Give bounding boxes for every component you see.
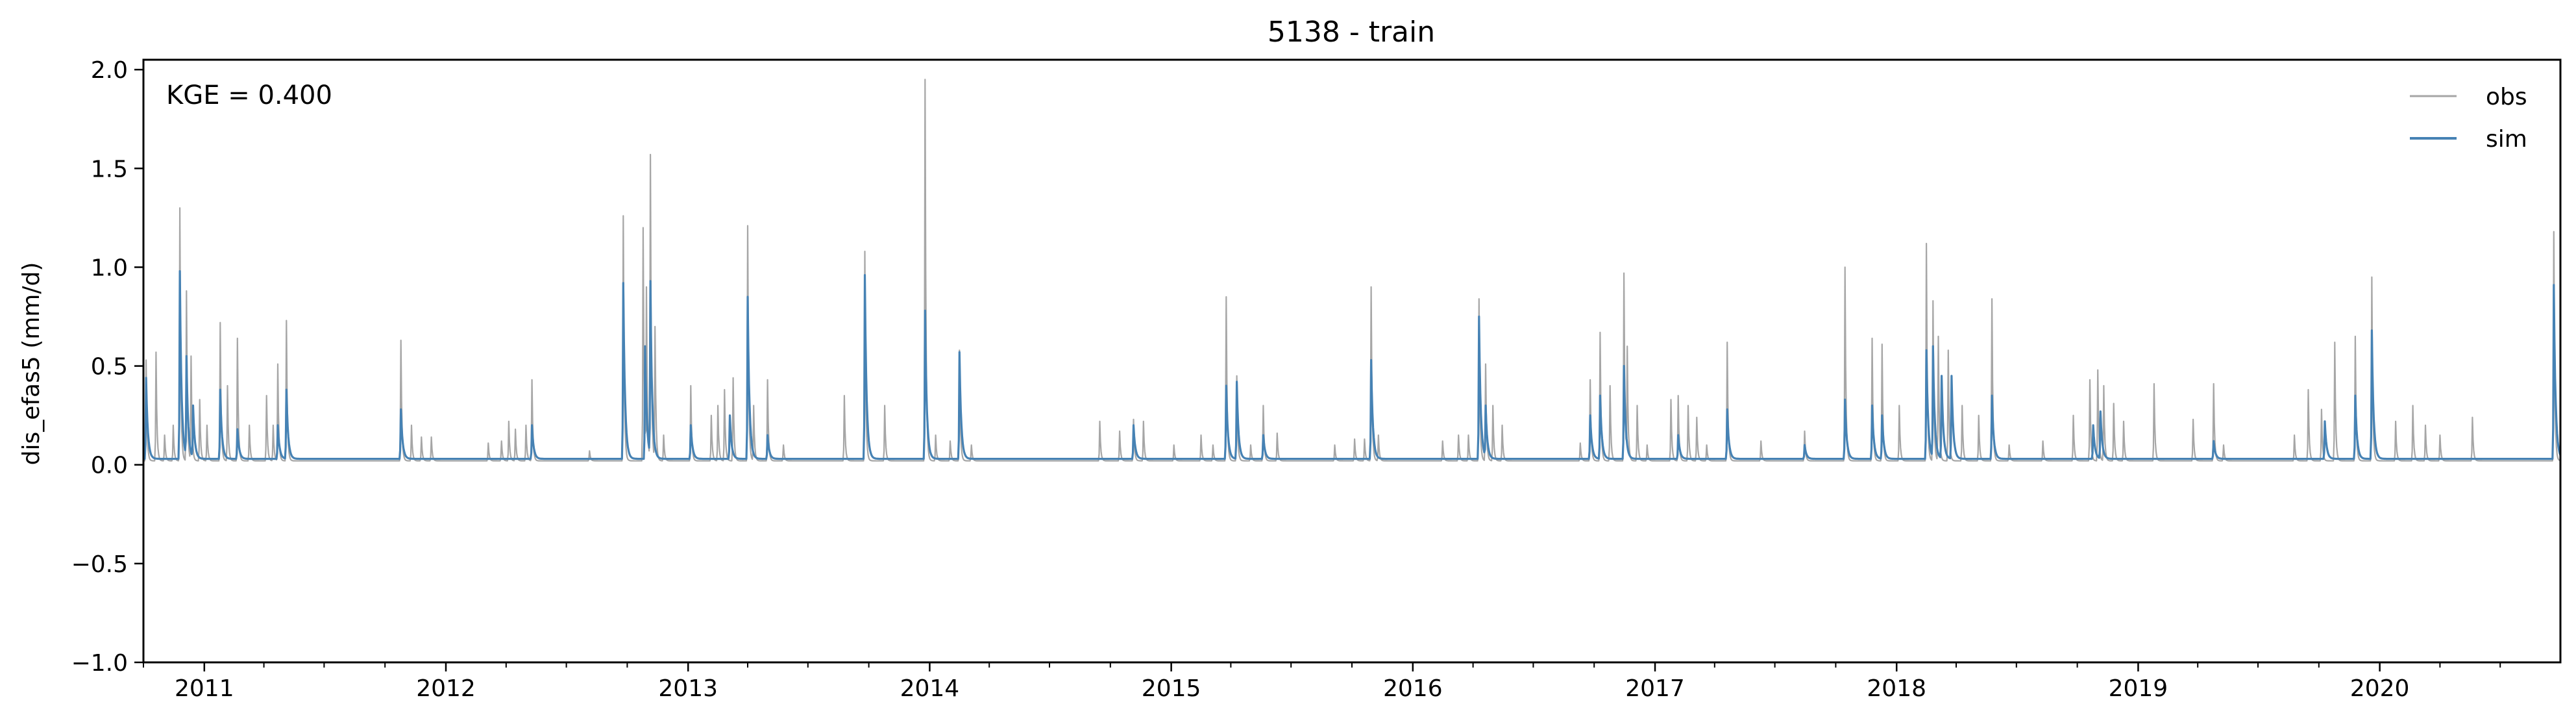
plot-area: −1.0 −0.5 0.0 0.5 1.0 1.5 2.0 2011 2012 2013 2014… bbox=[71, 57, 2562, 702]
x-tick-label: 2018 bbox=[1867, 675, 1926, 702]
y-tick-label: −1.0 bbox=[71, 650, 128, 677]
x-tick-label: 2017 bbox=[1625, 675, 1685, 702]
y-axis-ticks: −1.0 −0.5 0.0 0.5 1.0 1.5 2.0 bbox=[71, 57, 143, 677]
x-axis-ticks: 2011 2012 2013 2014 2015 2016 2017 2018 2019 2020 bbox=[143, 662, 2501, 702]
y-axis-label: dis_efas5 (mm/d) bbox=[18, 262, 45, 466]
y-tick-label: 1.0 bbox=[91, 255, 128, 281]
y-tick-label: 2.0 bbox=[91, 57, 128, 84]
series-line-sim bbox=[143, 270, 2562, 460]
y-tick-label: 1.5 bbox=[91, 156, 128, 182]
legend-label-sim: sim bbox=[2486, 126, 2527, 153]
y-tick-label: 0.5 bbox=[91, 354, 128, 381]
y-tick-label: −0.5 bbox=[71, 551, 128, 578]
legend-label-obs: obs bbox=[2486, 84, 2527, 110]
x-tick-label: 2011 bbox=[175, 675, 234, 702]
x-tick-label: 2014 bbox=[900, 675, 960, 702]
x-tick-label: 2016 bbox=[1383, 675, 1443, 702]
x-tick-label: 2012 bbox=[416, 675, 476, 702]
x-tick-label: 2015 bbox=[1142, 675, 1201, 702]
series-line-obs bbox=[143, 79, 2561, 462]
y-tick-label: 0.0 bbox=[91, 453, 128, 479]
chart-title: 5138 - train bbox=[1268, 16, 1435, 49]
x-tick-label: 2020 bbox=[2350, 675, 2410, 702]
x-tick-label: 2019 bbox=[2109, 675, 2168, 702]
x-tick-label: 2013 bbox=[658, 675, 718, 702]
plot-frame bbox=[142, 58, 2562, 664]
kge-annotation: KGE = 0.400 bbox=[166, 81, 332, 110]
legend: obs sim bbox=[2410, 84, 2527, 153]
